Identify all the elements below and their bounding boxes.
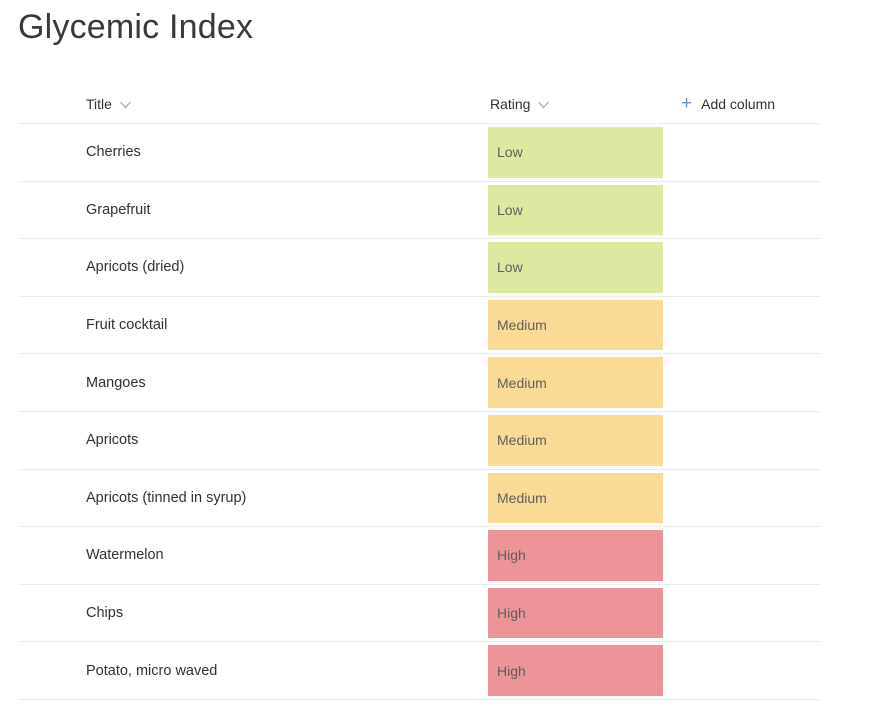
row-title: Watermelon	[86, 547, 164, 564]
row-title: Potato, micro waved	[86, 662, 218, 679]
rating-label: Medium	[497, 374, 547, 391]
rating-cell: Medium	[488, 472, 663, 524]
rating-cell: Low	[488, 127, 663, 178]
rating-cell: High	[488, 587, 663, 639]
table-row[interactable]: Fruit cocktail Medium	[18, 297, 820, 355]
row-title: Mangoes	[86, 374, 146, 391]
row-title: Fruit cocktail	[86, 317, 168, 334]
chevron-down-icon	[538, 101, 550, 109]
list-header-row: Title Rating + Add column	[18, 90, 820, 124]
column-header-rating-label: Rating	[490, 96, 531, 112]
row-title: Apricots (tinned in syrup)	[86, 489, 247, 506]
rating-cell: Medium	[488, 299, 663, 351]
rating-label: Low	[497, 144, 523, 161]
rating-label: High	[497, 547, 526, 564]
add-column-button[interactable]: + Add column	[681, 90, 775, 118]
row-title: Apricots (dried)	[86, 259, 185, 276]
table-row[interactable]: Potato, micro waved High	[18, 642, 820, 700]
rating-cell: Medium	[488, 357, 663, 408]
rating-cell: High	[488, 645, 663, 696]
list-view: Title Rating + Add column Cherries Low	[18, 90, 820, 700]
table-row[interactable]: Grapefruit Low	[18, 182, 820, 240]
column-header-title-label: Title	[86, 96, 112, 112]
rating-cell: Medium	[488, 414, 663, 466]
table-row[interactable]: Apricots (dried) Low	[18, 239, 820, 297]
rating-label: High	[497, 605, 526, 622]
table-row[interactable]: Mangoes Medium	[18, 354, 820, 412]
table-row[interactable]: Apricots Medium	[18, 412, 820, 470]
table-row[interactable]: Apricots (tinned in syrup) Medium	[18, 470, 820, 528]
table-row[interactable]: Cherries Low	[18, 124, 820, 182]
list-rows: Cherries Low Grapefruit Low Apricots (dr…	[18, 124, 820, 700]
row-title: Cherries	[86, 144, 141, 161]
rating-cell: Low	[488, 242, 663, 293]
rating-label: Medium	[497, 317, 547, 334]
rating-label: High	[497, 662, 526, 679]
row-title: Apricots	[86, 432, 139, 449]
row-title: Chips	[86, 605, 124, 622]
rating-cell: High	[488, 530, 663, 581]
rating-label: Low	[497, 201, 523, 218]
page-title: Glycemic Index	[18, 8, 254, 46]
table-row[interactable]: Chips High	[18, 585, 820, 643]
column-header-rating[interactable]: Rating	[490, 90, 550, 118]
chevron-down-icon	[120, 101, 131, 109]
table-row[interactable]: Watermelon High	[18, 527, 820, 585]
plus-icon: +	[681, 92, 693, 114]
rating-label: Low	[497, 259, 523, 276]
rating-label: Medium	[497, 432, 547, 449]
add-column-label: Add column	[701, 96, 776, 112]
rating-label: Medium	[497, 489, 547, 506]
row-title: Grapefruit	[86, 201, 151, 218]
rating-cell: Low	[488, 184, 663, 236]
column-header-title[interactable]: Title	[86, 90, 132, 118]
